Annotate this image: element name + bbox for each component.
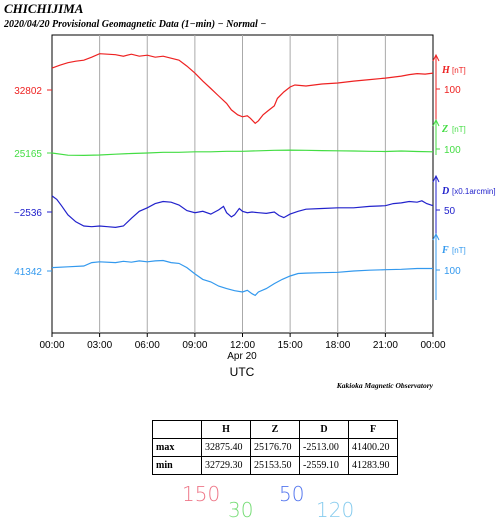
x-tick-labels: 00:00 03:00 06:00 09:00 12:00 15:00 18:00 21:00… bbox=[39, 333, 446, 351]
stats-header-row: H Z D F bbox=[152, 420, 398, 439]
series-unit-f: [nT] bbox=[452, 246, 466, 255]
stats-max-z: 25176.70 bbox=[250, 438, 300, 457]
y-ref-label-z: 25165 bbox=[14, 149, 42, 160]
stats-max-h: 32875.40 bbox=[201, 438, 251, 457]
plot-grid bbox=[51, 34, 434, 334]
series-scale-h: 100 bbox=[444, 85, 461, 96]
scale-arrowhead-f bbox=[432, 232, 440, 241]
x-tick-label: 00:00 bbox=[39, 340, 64, 351]
series-line-f bbox=[51, 259, 433, 297]
stats-col-z: Z bbox=[250, 420, 300, 439]
x-tick-label: 21:00 bbox=[373, 340, 398, 351]
x-axis-label: UTC bbox=[230, 365, 255, 379]
x-tick-label: 18:00 bbox=[325, 340, 350, 351]
station-title: CHICHIJIMA bbox=[4, 1, 84, 16]
stats-max-f: 41400.20 bbox=[348, 438, 398, 457]
series-name-f: F bbox=[441, 245, 449, 256]
scale-arrowhead-d bbox=[432, 174, 440, 183]
series-name-d: D bbox=[441, 186, 449, 197]
y-ref-label-f: 41342 bbox=[14, 267, 42, 278]
series-line-z bbox=[51, 149, 434, 157]
observatory-credit: Kakioka Magnetic Observatory bbox=[336, 381, 434, 390]
x-tick-label: 12:00 bbox=[230, 340, 255, 351]
series-scale-f: 100 bbox=[444, 266, 461, 277]
x-tick-label: 00:00 bbox=[420, 340, 445, 351]
stats-max-d: -2513.00 bbox=[299, 438, 349, 457]
y-ref-label-h: 32802 bbox=[14, 86, 42, 97]
series-name-h: H bbox=[441, 65, 451, 76]
stats-row-label: min bbox=[152, 456, 202, 475]
series-unit-h: [nT] bbox=[452, 66, 466, 75]
stats-max-row: max 32875.40 25176.70 -2513.00 41400.20 bbox=[152, 438, 398, 457]
scale-value-h: 150 bbox=[182, 482, 221, 506]
scale-arrowhead-z bbox=[432, 118, 440, 127]
series-scale-d: 50 bbox=[444, 206, 456, 217]
stats-col-d: D bbox=[299, 420, 349, 439]
series-unit-d: [x0.1arcmin] bbox=[452, 187, 496, 196]
stats-corner bbox=[152, 420, 202, 439]
series-unit-z: [nT] bbox=[452, 125, 466, 134]
series-line-d bbox=[51, 195, 434, 229]
x-tick-label: 15:00 bbox=[278, 340, 303, 351]
y-ref-label-d: −2536 bbox=[14, 208, 43, 219]
chart-subtitle: 2020/04/20 Provisional Geomagnetic Data … bbox=[3, 19, 266, 30]
stats-col-h: H bbox=[201, 420, 251, 439]
stats-row-label: max bbox=[152, 438, 202, 457]
scale-value-z: 30 bbox=[228, 498, 254, 522]
stats-min-h: 32729.30 bbox=[201, 456, 251, 475]
stats-col-f: F bbox=[348, 420, 398, 439]
x-date-label: Apr 20 bbox=[227, 351, 257, 362]
x-tick-label: 09:00 bbox=[182, 340, 207, 351]
series-scale-z: 100 bbox=[444, 145, 461, 156]
x-tick-label: 03:00 bbox=[87, 340, 112, 351]
x-tick-label: 06:00 bbox=[135, 340, 160, 351]
series-name-z: Z bbox=[441, 124, 448, 135]
stats-min-d: -2559.10 bbox=[299, 456, 349, 475]
scale-arrowhead-h bbox=[432, 53, 440, 62]
stats-min-z: 25153.50 bbox=[250, 456, 300, 475]
series-line-h bbox=[51, 53, 434, 125]
stats-min-row: min 32729.30 25153.50 -2559.10 41283.90 bbox=[152, 456, 398, 475]
scale-value-f: 120 bbox=[316, 498, 355, 522]
stats-min-f: 41283.90 bbox=[348, 456, 398, 475]
stats-table: H Z D F max 32875.40 25176.70 -2513.00 4… bbox=[152, 420, 398, 475]
scale-value-d: 50 bbox=[279, 482, 305, 506]
